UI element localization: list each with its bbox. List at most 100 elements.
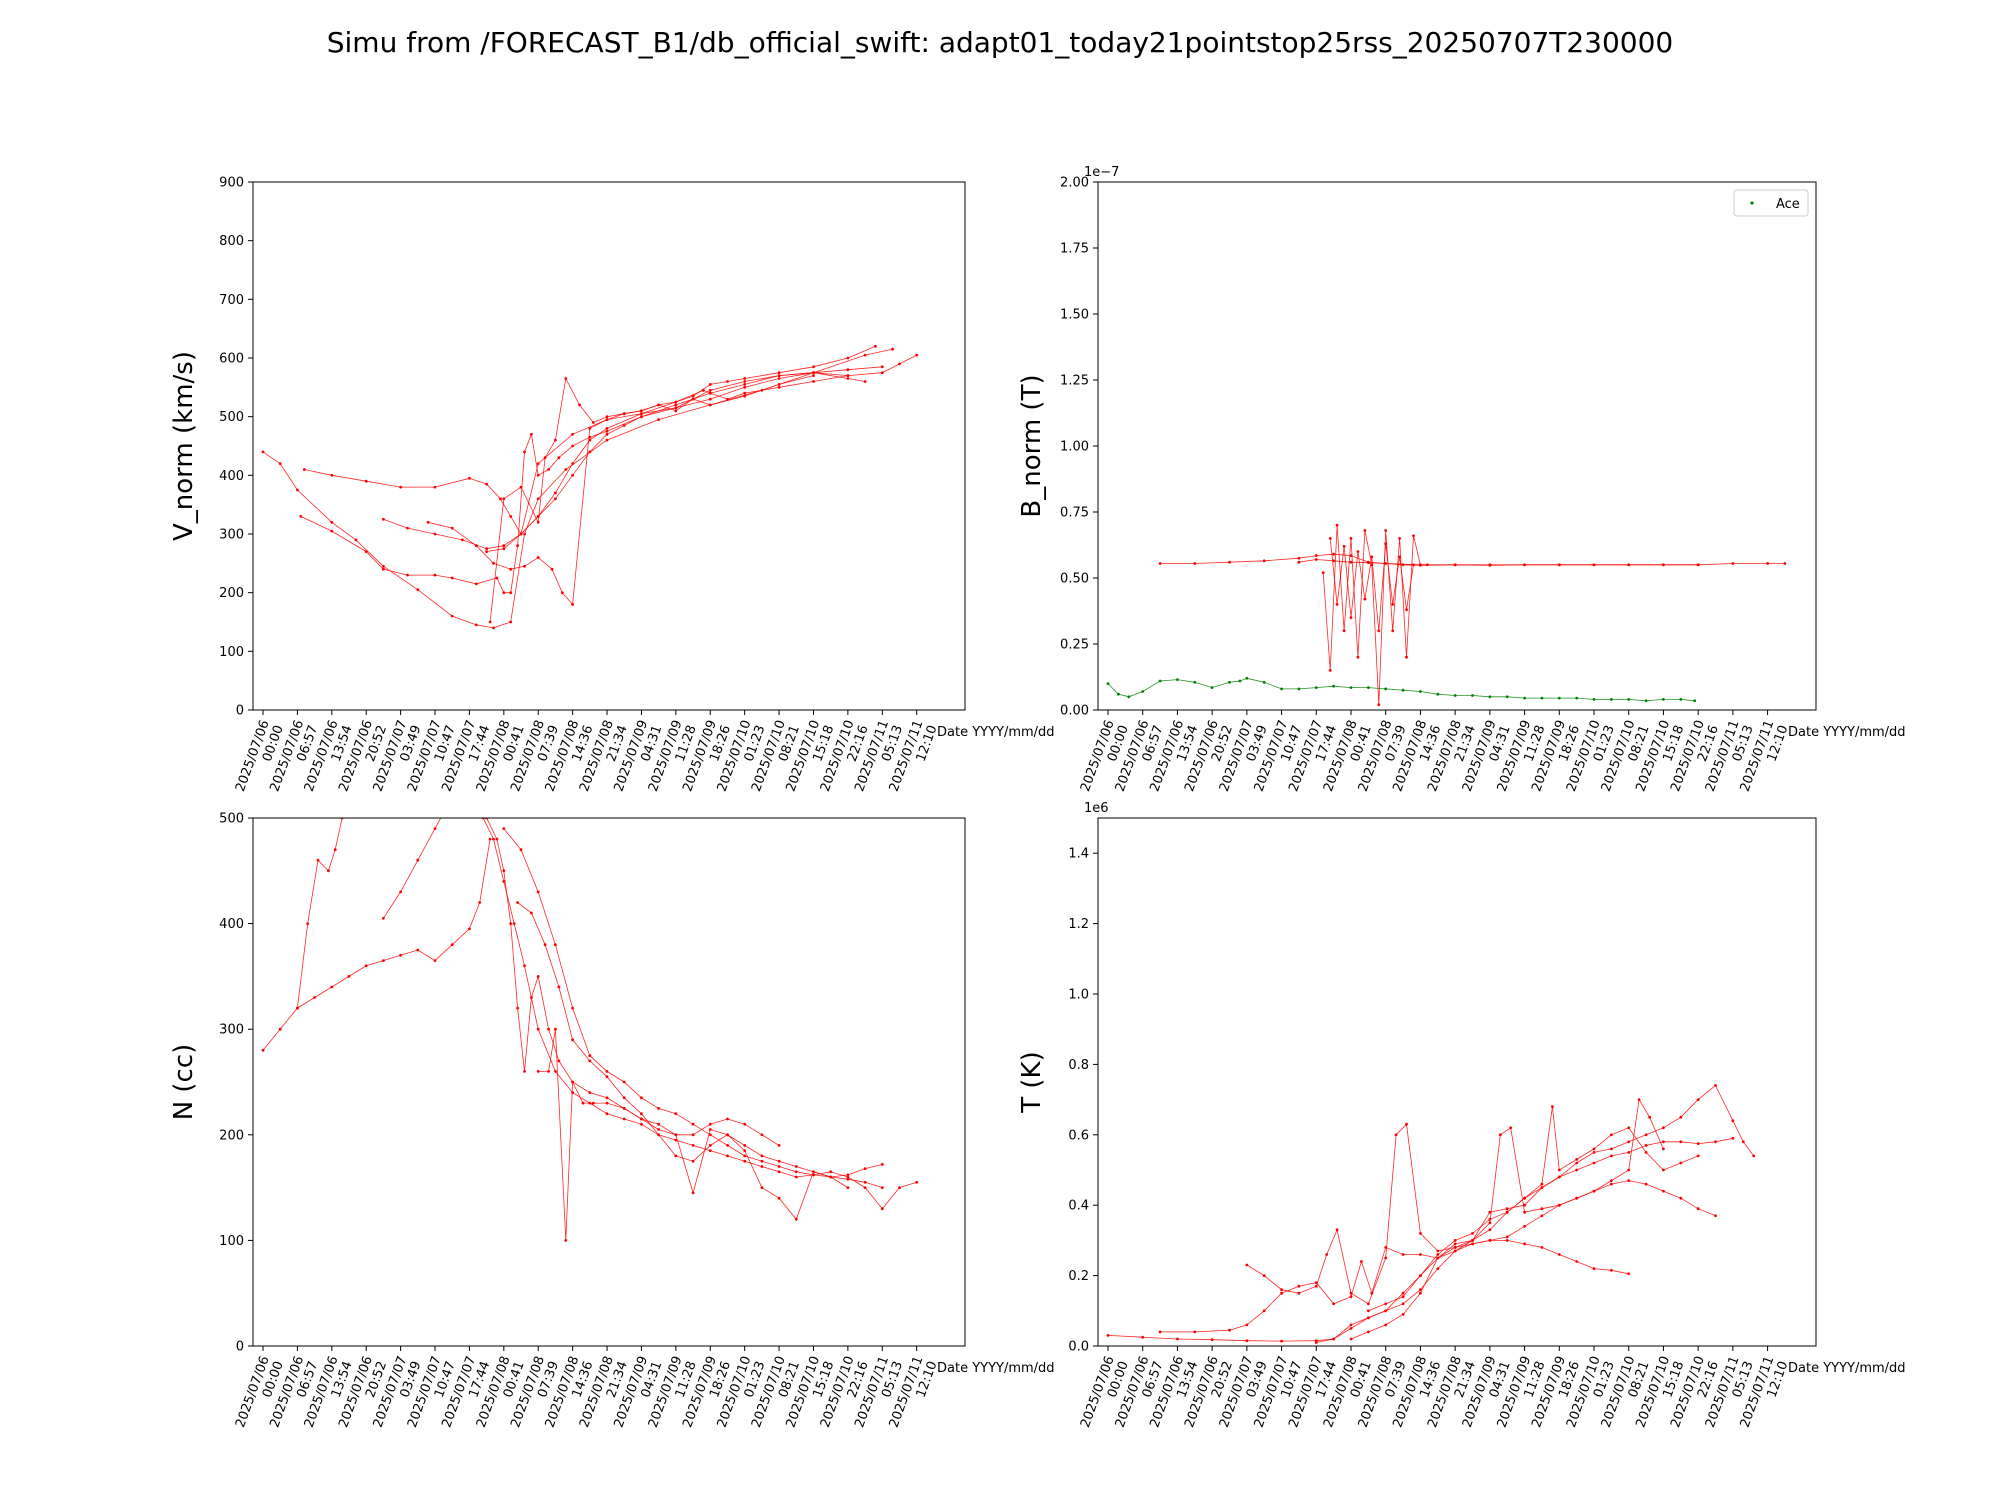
vnorm-series-1-point [708, 388, 712, 392]
temperature-series-3-point [1557, 1203, 1561, 1207]
density-series-2-point [382, 916, 385, 920]
vnorm-series-5-point [519, 485, 523, 489]
temperature-series-3-point [1696, 1207, 1700, 1211]
density-series-5-point [571, 1080, 574, 1084]
temperature-series-4-line [1350, 1240, 1629, 1340]
temperature-series-1-point [1158, 1330, 1162, 1334]
temperature-series-3-point [1401, 1302, 1405, 1306]
vnorm-series-2-point [364, 550, 368, 553]
vnorm-series-6-point [777, 374, 781, 377]
temperature-series-0-point [1696, 1142, 1700, 1145]
density-series-2-line [383, 818, 917, 1210]
vnorm-ytick-label: 0 [236, 704, 244, 719]
density-series-2-point [760, 1165, 764, 1168]
bnorm-series-4-point [1488, 695, 1492, 699]
vnorm-series-0-point [474, 623, 478, 627]
temperature-series-3-point [1592, 1189, 1596, 1193]
vnorm-series-0-line [262, 348, 893, 629]
bnorm-series-1-point [1398, 537, 1401, 540]
temperature-series-5-point [1662, 1168, 1665, 1172]
density-series-1-point [327, 869, 330, 873]
bnorm-series-0-point [1228, 560, 1231, 564]
bnorm-series-1-point [1349, 537, 1353, 540]
temperature-series-3-point [1714, 1214, 1717, 1218]
temperature-series-1-point [1714, 1084, 1717, 1087]
density-series-4-point [726, 1144, 729, 1147]
temperature-series-5-point [1401, 1295, 1405, 1299]
bnorm-series-0-point [1332, 552, 1335, 556]
density-series-4-point [519, 848, 523, 852]
vnorm-series-5-line [489, 345, 876, 623]
bnorm-series-4-point [1384, 687, 1388, 691]
density-series-6-point [743, 1149, 747, 1152]
vnorm-series-2-point [474, 582, 478, 586]
vnorm-series-5-point [708, 383, 712, 386]
bnorm-series-4-point [1332, 684, 1335, 688]
bnorm-series-4-point [1238, 679, 1242, 683]
density-series-5-point [777, 1144, 781, 1147]
vnorm-series-5-point [874, 344, 877, 348]
temperature-series-0-point [1245, 1339, 1249, 1343]
temperature-series-1-point [1610, 1147, 1613, 1151]
vnorm-series-1-point [880, 371, 884, 375]
vnorm-series-3-point [485, 547, 488, 551]
vnorm-series-3-line [383, 375, 848, 550]
temperature-series-4-point [1627, 1272, 1631, 1276]
bnorm-series-4-point [1453, 694, 1457, 697]
vnorm-series-1-point [399, 485, 402, 489]
vnorm-series-2-point [777, 377, 781, 380]
density-series-6-point [674, 1154, 678, 1158]
bnorm-series-3-point [1314, 558, 1318, 561]
vnorm-ytick-label: 700 [219, 293, 244, 308]
temperature-series-3-point [1384, 1309, 1388, 1313]
bnorm-ytick-label: 1.00 [1060, 440, 1089, 455]
vnorm-series-2-point [743, 385, 747, 389]
temperature-series-5-point [1523, 1196, 1526, 1200]
vnorm-series-2-point [509, 591, 513, 595]
temperature-series-5-point [1627, 1126, 1631, 1130]
vnorm-series-2-point [450, 576, 454, 580]
temperature-ytick-label: 0.0 [1068, 1340, 1089, 1355]
temperature-series-2-point [1498, 1133, 1502, 1137]
vnorm-series-5-point [691, 394, 695, 398]
density-series-3-point [588, 1091, 592, 1094]
vnorm-series-3-point [571, 462, 574, 465]
bnorm-ytick-label: 0.25 [1060, 638, 1089, 653]
temperature-series-1-point [1193, 1330, 1197, 1334]
density-series-2-point [880, 1207, 884, 1211]
vnorm-series-1-point [571, 432, 574, 436]
bnorm-series-4-point [1106, 682, 1110, 685]
bnorm-series-0-line [1160, 553, 1785, 566]
density-series-2-point [492, 837, 495, 841]
temperature-series-4-point [1471, 1242, 1474, 1246]
bnorm-series-1-point [1335, 523, 1339, 527]
density-series-5-point [640, 1117, 643, 1121]
density-ytick-label: 0 [236, 1340, 244, 1355]
bnorm-series-4-point [1117, 692, 1120, 696]
bnorm-series-3-point [1453, 563, 1457, 567]
vnorm-series-4-point [674, 409, 678, 413]
bnorm-series-2-point [1398, 555, 1401, 559]
temperature-series-4-point [1592, 1267, 1596, 1270]
vnorm-series-1-point [898, 362, 901, 366]
vnorm-series-0-point [416, 588, 420, 592]
density-series-5-point [708, 1122, 712, 1126]
bnorm-series-3-line [1298, 559, 1699, 566]
density-series-3-point [691, 1191, 695, 1195]
vnorm-series-1-point [433, 485, 437, 489]
temperature-series-3-point [1419, 1288, 1422, 1292]
temperature-series-5-point [1488, 1217, 1492, 1221]
temperature-ytick-label: 1.0 [1068, 988, 1089, 1003]
temperature-series-0-point [1662, 1140, 1665, 1144]
vnorm-series-3-point [433, 532, 437, 536]
temperature-series-5-point [1540, 1182, 1544, 1186]
vnorm-series-4-point [523, 564, 526, 568]
vnorm-series-4-point [743, 394, 747, 398]
density-series-4-point [605, 1070, 609, 1073]
temperature-series-0-point [1627, 1151, 1631, 1154]
density-series-2-point [399, 890, 402, 894]
temperature-series-1-point [1349, 1295, 1353, 1299]
bnorm-series-1-point [1391, 629, 1395, 633]
vnorm-axes-frame [252, 181, 966, 711]
temperature-series-2-line [1246, 1098, 1664, 1305]
